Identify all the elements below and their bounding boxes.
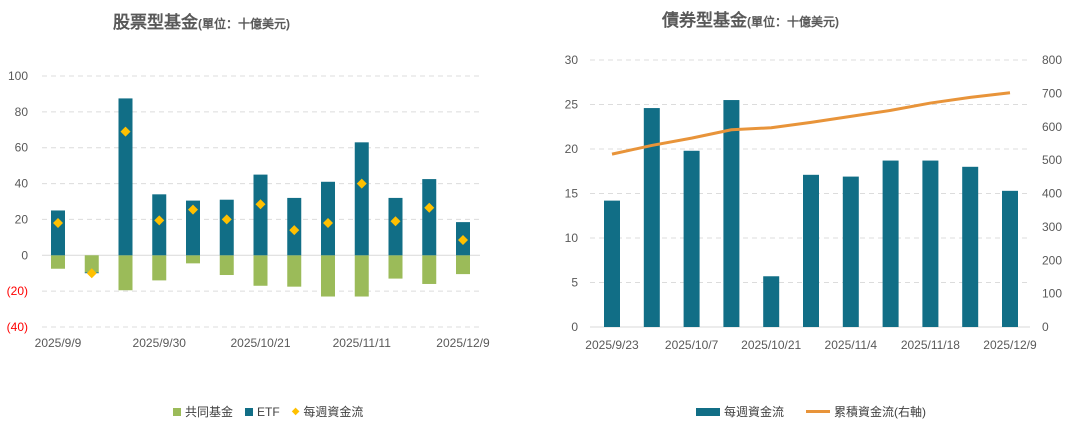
- left-chart-title: 股票型基金(單位：十億美元): [113, 13, 290, 32]
- bar-weekly-flow: [962, 166, 979, 327]
- marker-weekly-flow: [458, 235, 468, 246]
- legend-item-weekly-flow: 每週資金流: [696, 403, 784, 420]
- y-tick-label: 20: [565, 142, 579, 156]
- marker-weekly-flow: [53, 218, 63, 229]
- y-tick-label: 10: [565, 231, 579, 245]
- y2-tick-label: 800: [1042, 53, 1062, 67]
- bar-etf: [186, 200, 200, 256]
- y2-tick-label: 100: [1042, 287, 1062, 301]
- bar-weekly-flow: [882, 160, 899, 327]
- bar-etf: [354, 142, 369, 256]
- marker-weekly-flow: [86, 268, 97, 279]
- x-tick-label: 2025/9/9: [35, 336, 82, 350]
- bar-weekly-flow: [643, 108, 660, 327]
- bar-etf: [388, 197, 403, 256]
- marker-weekly-flow: [323, 218, 333, 229]
- marker-weekly-flow: [154, 215, 165, 226]
- bar-etf: [219, 199, 234, 256]
- bar-weekly-flow: [803, 174, 819, 327]
- bar-mutual-fund: [118, 255, 133, 291]
- y-tick-label: 15: [565, 187, 579, 201]
- left-legend: 共同基金 ETF ◆ 每週資金流: [173, 403, 363, 420]
- x-tick-label: 2025/12/9: [983, 338, 1037, 352]
- bar-mutual-fund: [253, 255, 268, 286]
- line-cumulative-flow: [611, 91, 1011, 156]
- y2-tick-label: 200: [1042, 253, 1062, 267]
- marker-weekly-flow: [188, 204, 198, 215]
- bar-mutual-fund: [186, 255, 200, 264]
- y-tick-label: (40): [7, 320, 28, 334]
- bar-mutual-fund: [152, 255, 167, 281]
- right-legend: 每週資金流 累積資金流(右軸): [696, 403, 926, 420]
- y-tick-label: 30: [565, 53, 579, 67]
- y-tick-label: 0: [571, 320, 578, 334]
- bar-weekly-flow: [763, 276, 780, 327]
- bar-mutual-fund: [422, 255, 437, 284]
- bar-weekly-flow: [683, 150, 700, 327]
- marker-weekly-flow: [289, 225, 300, 236]
- x-tick-label: 2025/11/11: [333, 336, 392, 350]
- marker-weekly-flow: [424, 202, 435, 213]
- y-tick-label: 0: [21, 248, 28, 262]
- y-tick-label: 25: [565, 98, 579, 112]
- y-tick-label: (20): [7, 284, 28, 298]
- right-chart-title: 債券型基金(單位：十億美元): [662, 11, 839, 30]
- y2-tick-label: 600: [1042, 120, 1062, 134]
- y-tick-label: 5: [571, 276, 578, 290]
- bar-etf: [118, 98, 133, 256]
- y-tick-label: 20: [15, 212, 29, 226]
- x-tick-label: 2025/10/7: [665, 338, 719, 352]
- x-tick-label: 2025/10/21: [741, 338, 801, 352]
- y-tick-label: 60: [15, 141, 29, 155]
- x-tick-label: 2025/12/9: [436, 336, 490, 350]
- x-tick-label: 2025/11/18: [901, 338, 960, 352]
- bar-mutual-fund: [287, 255, 302, 287]
- marker-weekly-flow: [221, 214, 232, 225]
- bar-mutual-fund: [456, 255, 470, 275]
- y-tick-label: 40: [15, 177, 29, 191]
- y2-tick-label: 500: [1042, 153, 1062, 167]
- bar-etf: [422, 179, 437, 256]
- legend-item-mutual-fund: 共同基金: [173, 403, 233, 420]
- bar-mutual-fund: [219, 255, 234, 276]
- y-tick-label: 80: [15, 105, 29, 119]
- marker-weekly-flow: [356, 178, 367, 189]
- legend-item-weekly-flow: ◆ 每週資金流: [291, 405, 364, 419]
- bar-weekly-flow: [1002, 190, 1018, 327]
- bar-mutual-fund: [388, 255, 403, 279]
- x-tick-label: 2025/10/21: [230, 336, 290, 350]
- bar-mutual-fund: [51, 255, 65, 269]
- x-tick-label: 2025/9/30: [133, 336, 187, 350]
- bar-etf: [253, 174, 268, 256]
- x-tick-label: 2025/11/4: [825, 338, 878, 352]
- x-tick-label: 2025/9/23: [585, 338, 639, 352]
- bar-mutual-fund: [354, 255, 369, 297]
- legend-item-etf: ETF: [245, 405, 280, 419]
- marker-weekly-flow: [255, 199, 266, 210]
- marker-weekly-flow: [120, 126, 131, 137]
- y2-tick-label: 700: [1042, 86, 1062, 100]
- y-tick-label: 100: [8, 69, 28, 83]
- legend-item-cumulative-flow: 累積資金流(右軸): [806, 403, 926, 420]
- bar-mutual-fund: [321, 255, 335, 297]
- y2-tick-label: 0: [1042, 320, 1049, 334]
- bar-mutual-fund: [84, 255, 99, 273]
- bar-weekly-flow: [604, 200, 620, 327]
- bar-etf: [51, 210, 65, 256]
- y2-tick-label: 300: [1042, 220, 1062, 234]
- marker-weekly-flow: [390, 216, 401, 227]
- bar-weekly-flow: [723, 100, 740, 327]
- bar-weekly-flow: [842, 176, 859, 327]
- bar-weekly-flow: [922, 160, 939, 327]
- y2-tick-label: 400: [1042, 187, 1062, 201]
